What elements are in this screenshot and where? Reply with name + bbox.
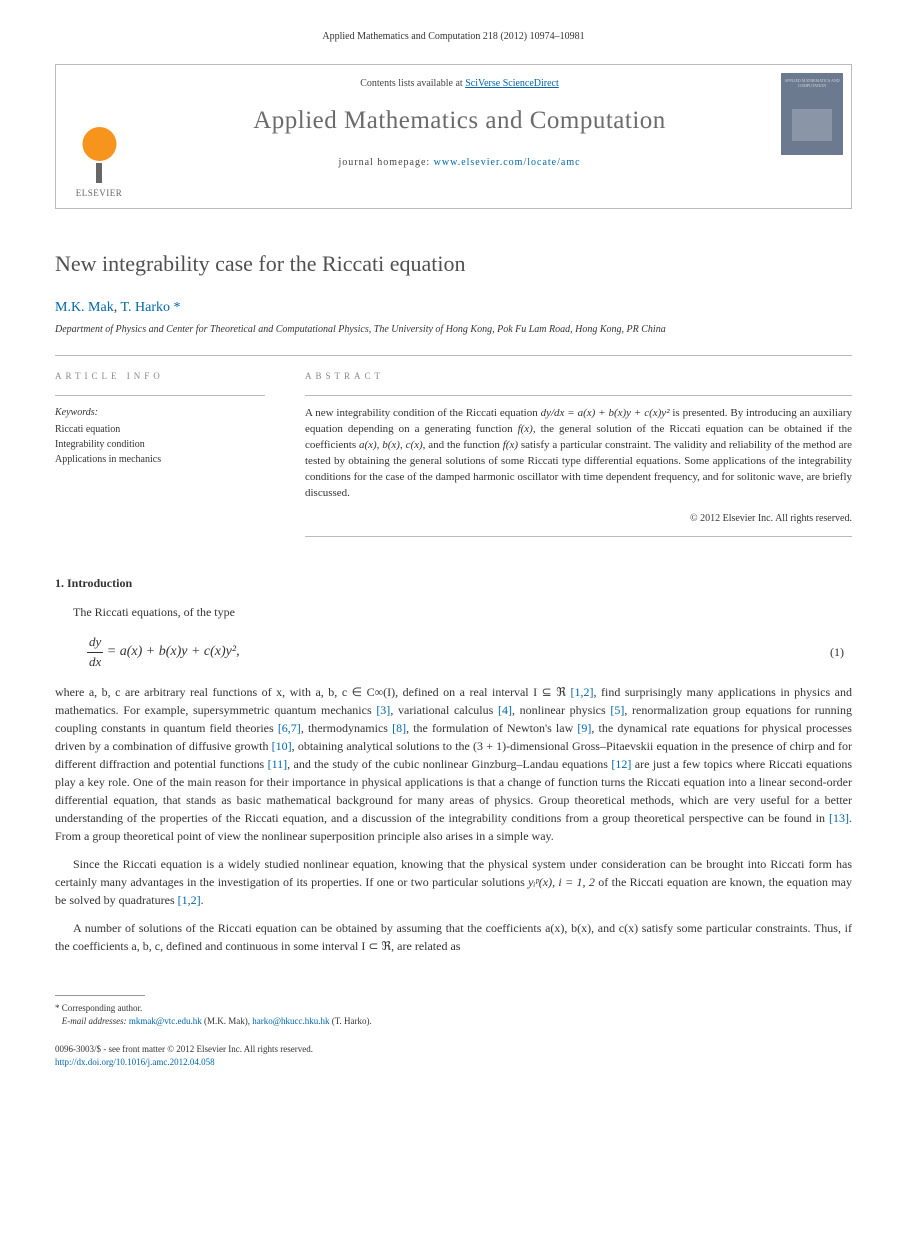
abstract-heading: ABSTRACT [305, 370, 852, 383]
body-para-3: Since the Riccati equation is a widely s… [55, 855, 852, 909]
authors: M.K. Mak, T. Harko * [55, 298, 852, 318]
rule-top [55, 355, 852, 356]
homepage-line: journal homepage: www.elsevier.com/locat… [156, 156, 763, 170]
email-name-1: (M.K. Mak), [204, 1016, 250, 1026]
journal-name: Applied Mathematics and Computation [156, 103, 763, 138]
keywords-label: Keywords: [55, 406, 265, 420]
cover-col: APPLIED MATHEMATICS AND COMPUTATION [773, 65, 851, 208]
p2-a3: , variational calculus [390, 703, 498, 717]
email-link-1[interactable]: mkmak@vtc.edu.hk [129, 1016, 202, 1026]
publisher-logo-col: ELSEVIER [56, 65, 146, 208]
ref-4[interactable]: [4] [498, 703, 512, 717]
ref-1-2b[interactable]: [1,2] [178, 893, 201, 907]
footnote-separator [55, 995, 145, 996]
p3-end: . [201, 893, 204, 907]
contents-prefix: Contents lists available at [360, 78, 462, 89]
front-matter-line: 0096-3003/$ - see front matter © 2012 El… [55, 1043, 852, 1057]
body-para-2: where a, b, c are arbitrary real functio… [55, 683, 852, 845]
keyword: Integrability condition [55, 437, 265, 452]
ref-9[interactable]: [9] [577, 721, 591, 735]
rule-abstract-bottom [305, 536, 852, 537]
homepage-prefix: journal homepage: [338, 157, 430, 168]
equation-1-number: (1) [830, 644, 852, 661]
email-label: E-mail addresses: [62, 1016, 127, 1026]
p2-a8: , the formulation of Newton's law [406, 721, 577, 735]
abstract-copyright: © 2012 Elsevier Inc. All rights reserved… [305, 512, 852, 526]
p2-a4: , nonlinear physics [512, 703, 610, 717]
ref-12[interactable]: [12] [611, 757, 631, 771]
masthead: ELSEVIER Contents lists available at Sci… [55, 64, 852, 209]
equation-1-rhs: = a(x) + b(x)y + c(x)y², [107, 644, 240, 659]
footer-block: 0096-3003/$ - see front matter © 2012 El… [55, 1043, 852, 1070]
ref-13[interactable]: [13] [829, 811, 849, 825]
email-footnote: E-mail addresses: mkmak@vtc.edu.hk (M.K.… [55, 1015, 852, 1029]
email-link-2[interactable]: harko@hkucc.hku.hk [252, 1016, 329, 1026]
author-link-2[interactable]: T. Harko [120, 300, 170, 315]
cover-thumb-title: APPLIED MATHEMATICS AND COMPUTATION [784, 79, 840, 89]
body-para-1: The Riccati equations, of the type [55, 603, 852, 621]
ref-6-7[interactable]: [6,7] [278, 721, 301, 735]
p3-yp: yᵢᵖ(x), i = 1, 2 [528, 875, 595, 889]
rule-info [55, 395, 265, 396]
keyword: Applications in mechanics [55, 452, 265, 467]
ref-10[interactable]: [10] [272, 739, 292, 753]
publisher-name: ELSEVIER [76, 187, 123, 200]
article-info-heading: ARTICLE INFO [55, 370, 265, 383]
ref-1-2[interactable]: [1,2] [570, 685, 593, 699]
corresponding-footnote: * Corresponding author. [55, 1002, 852, 1016]
journal-cover-thumb[interactable]: APPLIED MATHEMATICS AND COMPUTATION [781, 73, 843, 155]
affiliation: Department of Physics and Center for The… [55, 323, 852, 337]
cover-thumb-image [792, 109, 832, 141]
keyword: Riccati equation [55, 422, 265, 437]
abstract-text: A new integrability condition of the Ric… [305, 406, 852, 502]
ref-11[interactable]: [11] [268, 757, 288, 771]
corresponding-marker: * [173, 300, 180, 315]
elsevier-tree-icon [72, 123, 127, 183]
running-head: Applied Mathematics and Computation 218 … [55, 30, 852, 44]
body-para-4: A number of solutions of the Riccati equ… [55, 919, 852, 955]
p2-pre: where a, b, c are arbitrary real functio… [55, 685, 570, 699]
doi-link[interactable]: http://dx.doi.org/10.1016/j.amc.2012.04.… [55, 1057, 215, 1067]
author-link-1[interactable]: M.K. Mak [55, 300, 114, 315]
journal-homepage-link[interactable]: www.elsevier.com/locate/amc [434, 157, 581, 168]
p2-a11: , and the study of the cubic nonlinear G… [287, 757, 611, 771]
contents-line: Contents lists available at SciVerse Sci… [156, 77, 763, 91]
article-title: New integrability case for the Riccati e… [55, 249, 852, 280]
ref-8[interactable]: [8] [392, 721, 406, 735]
ref-5[interactable]: [5] [610, 703, 624, 717]
sciencedirect-link[interactable]: SciVerse ScienceDirect [465, 78, 559, 89]
ref-3[interactable]: [3] [376, 703, 390, 717]
elsevier-logo[interactable]: ELSEVIER [64, 115, 134, 200]
section-1-heading: 1. Introduction [55, 575, 852, 592]
email-name-2: (T. Harko). [332, 1016, 372, 1026]
equation-1: dydx = a(x) + b(x)y + c(x)y², (1) [87, 633, 852, 670]
p2-a67: , thermodynamics [301, 721, 392, 735]
rule-abstract-top [305, 395, 852, 396]
